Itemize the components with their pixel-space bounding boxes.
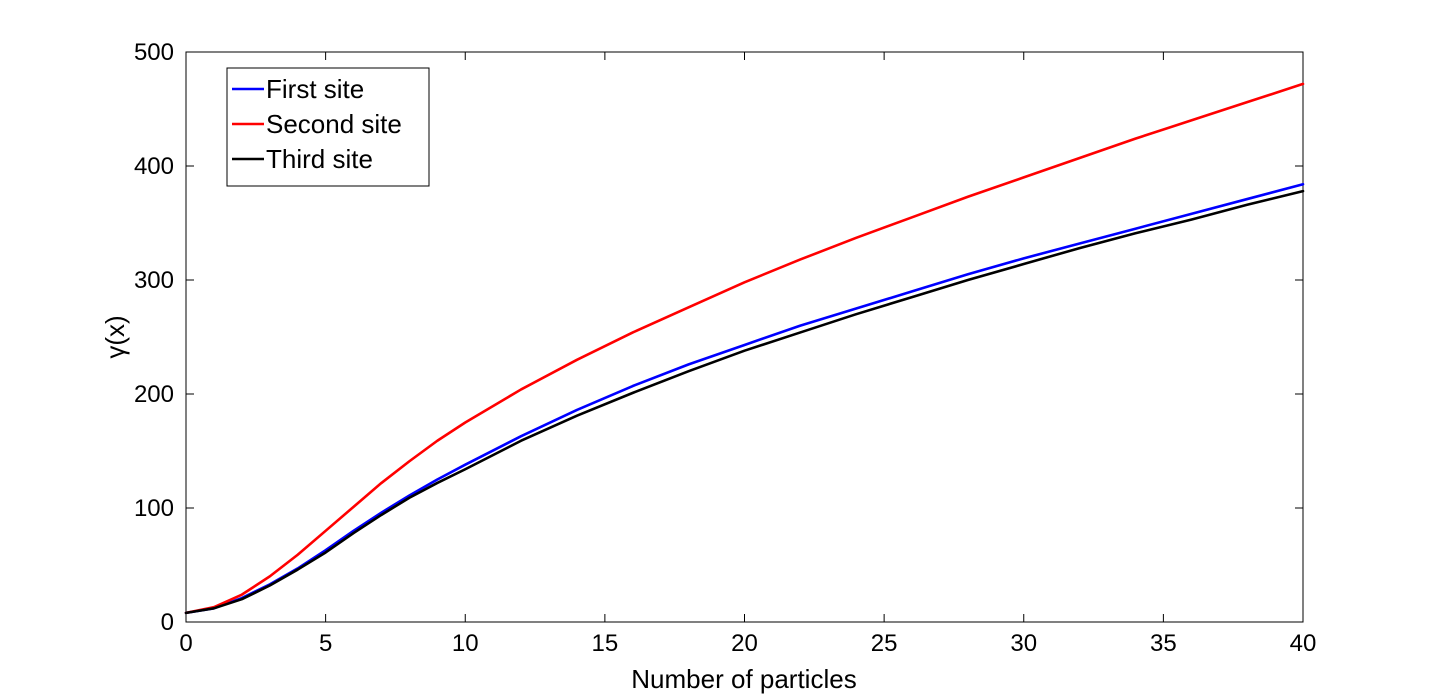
- y-tick-label: 200: [134, 381, 174, 408]
- y-tick-label: 0: [161, 609, 174, 636]
- legend-box: [226, 67, 430, 187]
- legend-label-third-site: Third site: [266, 144, 373, 174]
- x-tick-label: 35: [1150, 630, 1177, 657]
- y-tick-label: 300: [134, 267, 174, 294]
- series-lines: [184, 82, 1305, 615]
- x-tick-label: 40: [1290, 630, 1317, 657]
- x-tick-label: 15: [592, 630, 619, 657]
- x-tick-label: 10: [452, 630, 479, 657]
- x-tick-label: 0: [179, 630, 192, 657]
- x-axis-label: Number of particles: [631, 664, 856, 694]
- legend-label-first-site: First site: [266, 74, 364, 104]
- x-tick-label: 20: [731, 630, 758, 657]
- legend-label-second-site: Second site: [266, 109, 402, 139]
- legend: First site Second site Third site: [226, 67, 430, 187]
- x-tick-label: 25: [871, 630, 898, 657]
- series-line-third-site: [184, 189, 1305, 615]
- x-tick-label: 30: [1010, 630, 1037, 657]
- y-axis-label: γ(x): [100, 315, 130, 358]
- y-tick-label: 500: [134, 39, 174, 66]
- x-tick-label: 5: [319, 630, 332, 657]
- y-tick-label: 100: [134, 495, 174, 522]
- x-axis: 0 5 10 15 20 25 30 35 40: [179, 52, 1316, 657]
- series-line-second-site: [184, 82, 1305, 615]
- y-axis: 0 100 200 300 400 500: [134, 39, 1303, 636]
- y-tick-label: 400: [134, 153, 174, 180]
